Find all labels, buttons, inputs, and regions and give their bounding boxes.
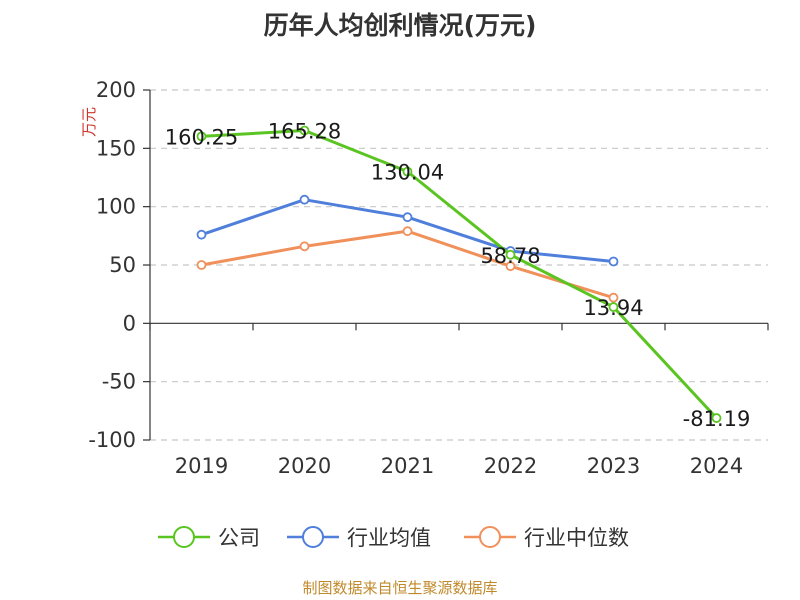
legend-marker [479, 526, 501, 548]
x-tick-label: 2019 [175, 454, 228, 478]
legend-item: 行业均值 [287, 526, 431, 550]
data-label: 13.94 [583, 296, 643, 320]
axes [143, 89, 769, 441]
x-tick-label: 2024 [690, 454, 743, 478]
data-point [608, 292, 619, 303]
data-point [402, 212, 413, 223]
data-point [402, 226, 413, 237]
legend: 公司 行业均值 行业中位数 [158, 526, 629, 550]
y-tick-label: 0 [123, 311, 136, 335]
series-line [201, 129, 718, 420]
y-axis-unit-label: 万元 [80, 107, 98, 137]
x-tick-label: 2020 [278, 454, 331, 478]
legend-item: 公司 [158, 526, 260, 550]
y-tick-label: 100 [96, 195, 136, 219]
x-axis-ticks: 2019 2020 2021 2022 2023 2024 [175, 454, 743, 478]
legend-label: 行业中位数 [524, 526, 629, 550]
y-axis-ticks: 200 150 100 50 0 -50 -100 [88, 78, 136, 452]
legend-marker [302, 526, 324, 548]
chart-title: 历年人均创利情况(万元) [263, 11, 537, 40]
data-label: 130.04 [371, 161, 444, 185]
legend-label: 行业均值 [347, 526, 431, 550]
data-labels: 160.25 165.28 130.04 58.78 13.94 -81.19 [165, 120, 751, 432]
data-point [196, 260, 207, 270]
y-tick-label: 200 [96, 78, 136, 102]
y-tick-label: 150 [96, 136, 136, 160]
x-tick-label: 2021 [381, 454, 434, 478]
data-point [299, 194, 310, 205]
y-tick-label: 50 [109, 253, 136, 277]
data-point [711, 413, 722, 423]
data-point [505, 261, 516, 272]
data-point [505, 249, 516, 260]
legend-label: 公司 [218, 526, 260, 550]
data-point [608, 256, 619, 267]
series-group [196, 125, 722, 423]
data-point [299, 241, 310, 252]
grid-lines [150, 89, 768, 441]
x-tick-label: 2023 [587, 454, 640, 478]
y-tick-label: -100 [88, 428, 136, 452]
data-point [299, 125, 310, 136]
data-point [402, 166, 413, 177]
data-point [608, 302, 619, 312]
data-point [196, 131, 207, 142]
y-tick-label: -50 [102, 370, 136, 394]
x-tick-label: 2022 [484, 454, 537, 478]
legend-marker [173, 526, 195, 548]
data-label: 165.28 [268, 120, 341, 144]
data-point [196, 229, 207, 240]
data-label: 160.25 [165, 125, 238, 149]
data-label: -81.19 [683, 407, 751, 431]
data-label: 58.78 [480, 244, 540, 268]
legend-item: 行业中位数 [464, 526, 629, 550]
source-note: 制图数据来自恒生聚源数据库 [302, 579, 498, 597]
